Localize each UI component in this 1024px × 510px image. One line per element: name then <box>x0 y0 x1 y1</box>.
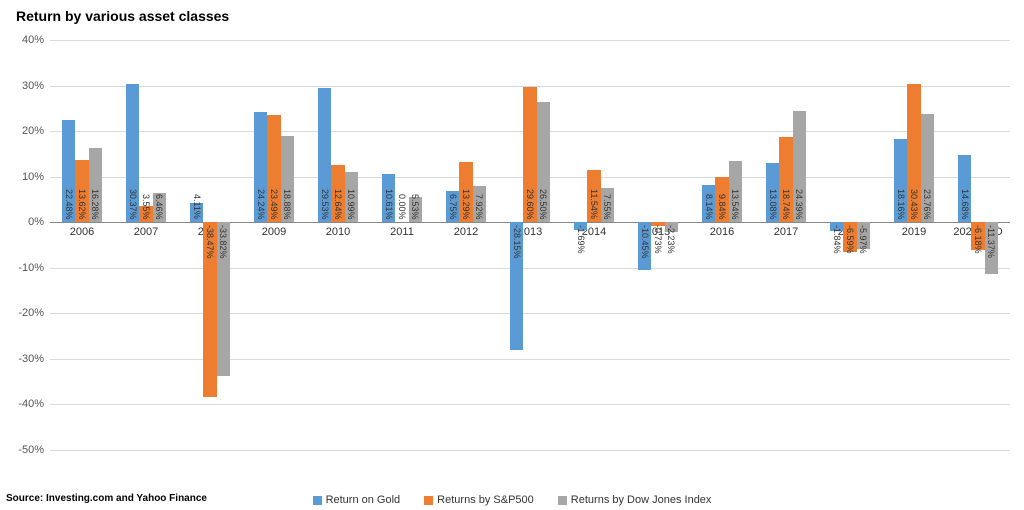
legend-item: Return on Gold <box>313 494 401 506</box>
bar <box>203 222 216 397</box>
bar <box>715 177 728 222</box>
bar <box>473 186 486 222</box>
bar <box>153 193 166 222</box>
bar <box>75 160 88 222</box>
bar <box>510 222 523 350</box>
bar <box>89 148 102 222</box>
bar <box>139 206 152 222</box>
y-axis-label: 30% <box>22 80 44 92</box>
x-axis-label: 2009 <box>262 226 286 238</box>
legend-label: Returns by S&P500 <box>437 494 534 506</box>
bar <box>537 102 550 223</box>
bar <box>459 162 472 223</box>
bar <box>843 222 856 252</box>
y-axis-label: -40% <box>18 398 44 410</box>
bar <box>217 222 230 376</box>
plot-area: -50%-40%-30%-20%-10%0%10%20%30%40%200622… <box>50 40 1010 450</box>
bar <box>345 172 358 222</box>
y-axis-label: -10% <box>18 262 44 274</box>
x-axis-label: 2012 <box>454 226 478 238</box>
gridline <box>50 359 1010 360</box>
x-axis-label: 2007 <box>134 226 158 238</box>
bar <box>857 222 870 249</box>
bar <box>958 155 971 222</box>
bar <box>601 188 614 222</box>
x-axis-label: 2010 <box>326 226 350 238</box>
x-axis-label: 2011 <box>390 226 414 238</box>
bar <box>382 174 395 222</box>
y-axis-label: 0% <box>28 216 44 228</box>
bar <box>523 87 536 222</box>
bar <box>907 84 920 223</box>
bar <box>318 88 331 223</box>
y-axis-label: 10% <box>22 171 44 183</box>
x-axis-label: 2017 <box>774 226 798 238</box>
x-axis-label: 2006 <box>70 226 94 238</box>
bar <box>985 222 998 274</box>
bar <box>126 84 139 222</box>
bar <box>638 222 651 270</box>
chart-container: { "chart": { "title": "Return by various… <box>0 0 1024 510</box>
bar <box>830 222 843 230</box>
bar <box>779 137 792 222</box>
bar <box>729 161 742 223</box>
bar <box>793 111 806 222</box>
legend-swatch <box>558 496 567 505</box>
bar <box>894 139 907 222</box>
bar <box>766 163 779 223</box>
gridline <box>50 404 1010 405</box>
gridline <box>50 450 1010 451</box>
gridline <box>50 40 1010 41</box>
legend-label: Returns by Dow Jones Index <box>571 494 712 506</box>
bar <box>574 222 587 230</box>
bar <box>267 115 280 222</box>
bar <box>921 114 934 222</box>
gridline <box>50 313 1010 314</box>
y-axis-label: 40% <box>22 34 44 46</box>
bar <box>971 222 984 250</box>
y-axis-label: -20% <box>18 307 44 319</box>
bar <box>702 185 715 222</box>
bar <box>587 170 600 223</box>
y-axis-label: -50% <box>18 444 44 456</box>
gridline <box>50 268 1010 269</box>
bar <box>651 222 664 225</box>
bar <box>331 165 344 223</box>
chart-title: Return by various asset classes <box>16 8 229 24</box>
bar <box>409 197 422 222</box>
y-axis-label: 20% <box>22 125 44 137</box>
x-axis-label: 2019 <box>902 226 926 238</box>
bar <box>254 112 267 222</box>
legend-item: Returns by Dow Jones Index <box>558 494 712 506</box>
bar-value-label: 0.00% <box>397 194 407 220</box>
bar <box>62 120 75 222</box>
bar <box>446 191 459 222</box>
source-text: Source: Investing.com and Yahoo Finance <box>6 493 207 504</box>
bar <box>281 136 294 222</box>
legend-swatch <box>424 496 433 505</box>
bar <box>665 222 678 232</box>
legend-item: Returns by S&P500 <box>424 494 534 506</box>
legend-swatch <box>313 496 322 505</box>
x-axis-label: 2016 <box>710 226 734 238</box>
y-axis-label: -30% <box>18 353 44 365</box>
legend-label: Return on Gold <box>326 494 401 506</box>
bar <box>190 203 203 222</box>
